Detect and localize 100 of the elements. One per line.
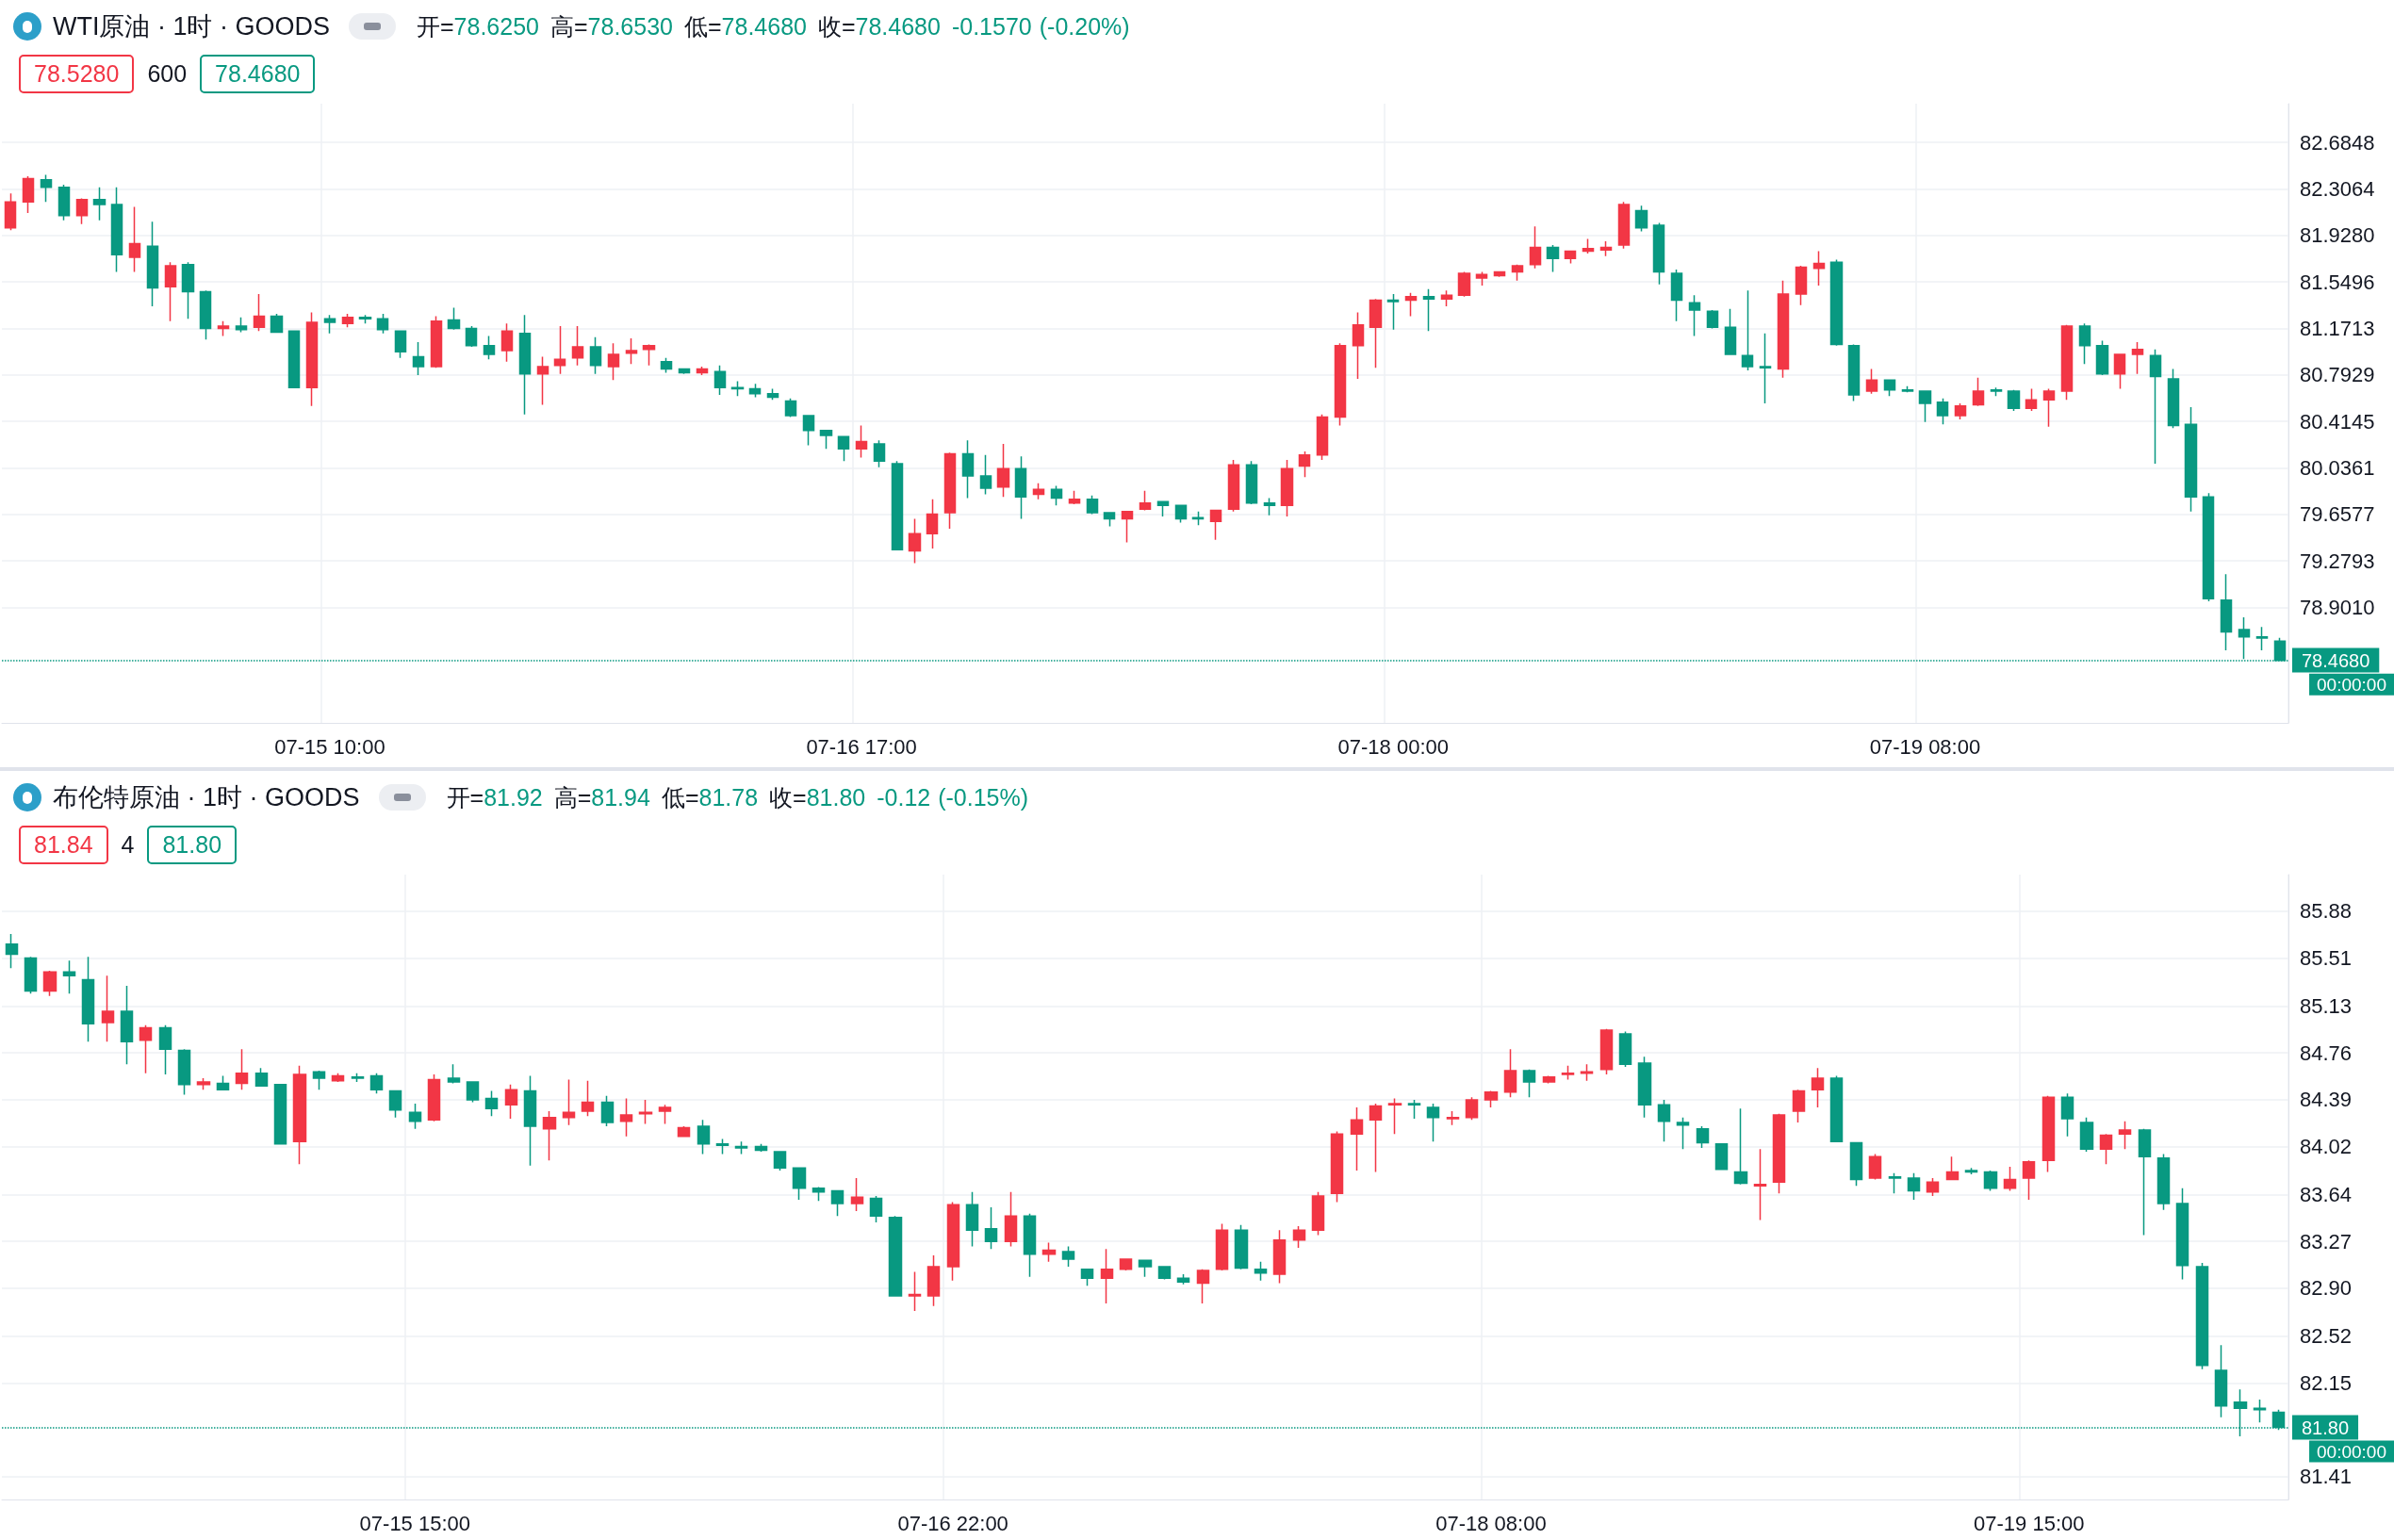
candlestick: [1196, 1268, 1210, 1304]
candlestick: [2149, 348, 2162, 465]
candlestick: [483, 335, 496, 360]
candlestick: [1484, 1089, 1499, 1108]
candlestick: [287, 330, 301, 388]
candlestick: [1050, 484, 1063, 507]
candlestick: [1772, 1112, 1786, 1194]
candlestick: [1688, 294, 1701, 337]
candlestick: [792, 1167, 807, 1201]
candlestick: [1561, 1064, 1575, 1081]
candlestick: [2184, 406, 2198, 513]
candlestick: [1068, 489, 1081, 505]
candlestick: [619, 1097, 633, 1138]
candlestick: [2255, 626, 2269, 651]
candlestick: [101, 975, 115, 1042]
candlestick: [253, 293, 266, 332]
candlestick: [1634, 205, 1648, 233]
x-tick-label: 07-16 17:00: [806, 734, 917, 759]
candlestick: [830, 1189, 844, 1218]
candlestick: [1990, 386, 2003, 397]
candlestick: [1542, 1074, 1556, 1085]
candlestick: [1511, 264, 1524, 282]
candlestick: [1753, 1148, 1767, 1221]
candlestick: [1847, 343, 1861, 402]
x-tick-label: 07-19 08:00: [1869, 734, 1981, 759]
candlestick: [1670, 269, 1683, 322]
candlestick: [2042, 387, 2056, 428]
candlestick: [1316, 414, 1329, 461]
candlestick: [1426, 1103, 1440, 1142]
candlestick: [24, 956, 38, 994]
candlestick: [270, 313, 284, 334]
x-tick-label: 07-15 15:00: [359, 1511, 471, 1535]
candlestick: [273, 1084, 287, 1145]
candlestick: [2238, 616, 2251, 660]
candlestick: [696, 366, 709, 376]
text: 81.80: [147, 826, 238, 864]
candlestick: [562, 1078, 576, 1126]
candlestick: [1599, 240, 1613, 257]
candlestick: [1918, 390, 1932, 423]
candlestick: [1907, 1171, 1921, 1201]
text: 4: [121, 831, 135, 859]
candlestick: [388, 1089, 402, 1119]
candlestick: [2003, 1166, 2017, 1192]
x-tick-label: 07-18 00:00: [1337, 734, 1450, 759]
candlestick: [1795, 265, 1808, 306]
candlestick: [217, 319, 230, 337]
candlestick: [908, 1270, 922, 1312]
candlestick: [908, 517, 922, 565]
candlestick: [484, 1089, 499, 1118]
candlestick: [235, 1048, 249, 1090]
y-tick-label: 84.39: [2300, 1088, 2353, 1112]
candlestick: [1741, 289, 1754, 371]
candlestick: [2195, 1262, 2209, 1370]
candlestick: [1369, 298, 1383, 369]
chart-title: 布伦特原油 · 1时 · GOODS: [53, 782, 360, 813]
ref-line-label: 78.4680: [2302, 649, 2370, 671]
candlestick: [292, 1064, 307, 1166]
candlestick: [754, 1143, 768, 1153]
candlestick: [2022, 1159, 2036, 1201]
candlestick: [581, 1080, 595, 1118]
chart-title: WTI原油 · 1时 · GOODS: [53, 11, 330, 42]
candlestick: [40, 173, 53, 204]
candlestick: [869, 1195, 883, 1223]
candlestick: [1811, 1067, 1825, 1108]
candlestick: [2095, 339, 2109, 376]
candlestick: [819, 430, 833, 451]
candlestick: [1298, 451, 1311, 479]
candlestick: [984, 1206, 998, 1251]
x-tick-label: 07-16 22:00: [897, 1511, 1008, 1535]
candlestick: [677, 1125, 691, 1138]
candlestick: [1119, 1258, 1133, 1271]
candlestick: [2041, 1095, 2056, 1173]
candlestick: [1352, 311, 1365, 380]
candlestick: [110, 186, 123, 273]
candlestick: [1254, 1260, 1268, 1282]
candlestick: [323, 314, 336, 335]
candlestick: [466, 1081, 480, 1104]
candlestick: [412, 341, 425, 376]
candlestick: [1829, 1074, 1844, 1142]
candlestick: [1386, 293, 1400, 331]
candlestick: [1121, 511, 1134, 544]
candlestick: [678, 368, 691, 375]
candlestick: [1865, 368, 1878, 395]
candlestick: [158, 1024, 172, 1075]
candlestick: [888, 1215, 903, 1297]
candlestick: [926, 1254, 941, 1307]
candlestick: [1369, 1103, 1383, 1173]
candlestick: [408, 1103, 422, 1130]
y-tick-label: 82.15: [2300, 1371, 2353, 1396]
candlestick: [2060, 323, 2074, 401]
candlestick: [697, 1119, 711, 1155]
candlestick: [1004, 1191, 1018, 1248]
candlestick: [2156, 1153, 2171, 1211]
candlestick: [1883, 379, 1896, 397]
candlestick: [536, 355, 549, 406]
candlestick: [2167, 368, 2180, 429]
candlestick: [873, 439, 886, 468]
candlestick: [1582, 238, 1595, 254]
candlestick: [802, 415, 815, 447]
candlestick: [120, 985, 134, 1066]
